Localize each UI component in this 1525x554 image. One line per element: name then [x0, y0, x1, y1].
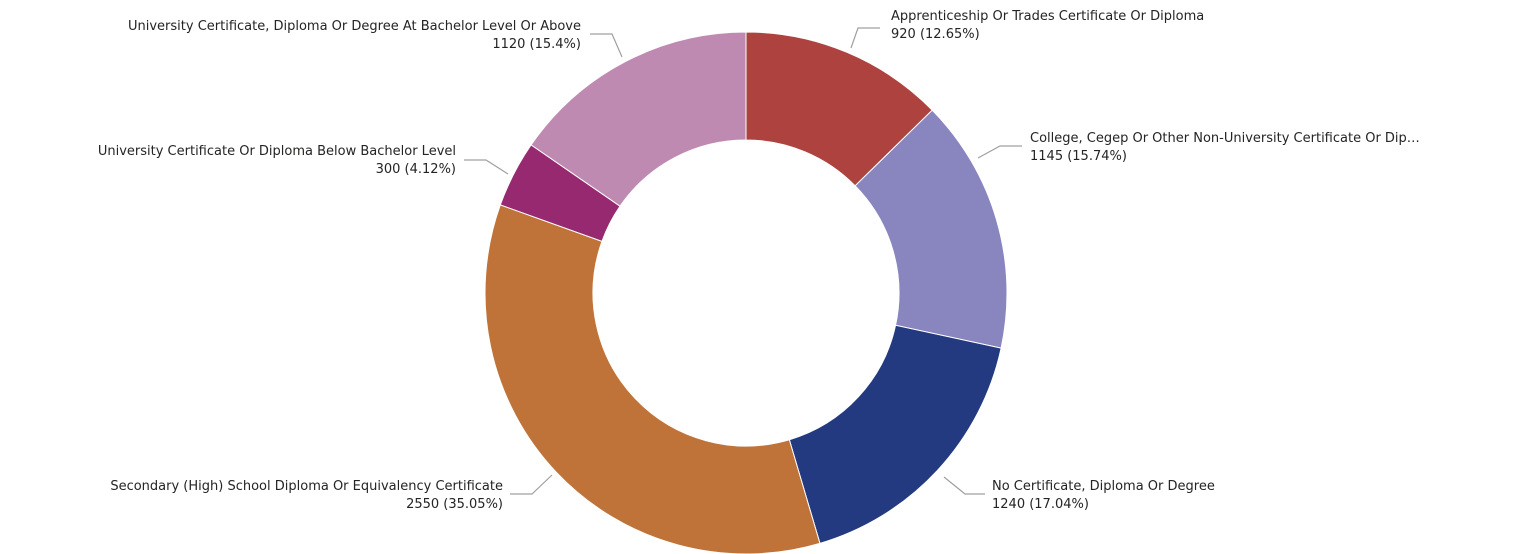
- slice-value-label-0: 920 (12.65%): [891, 27, 980, 42]
- slice-name-label-2: No Certificate, Diploma Or Degree: [992, 479, 1215, 494]
- leader-line-3: [510, 474, 553, 495]
- leader-line-0: [850, 27, 880, 49]
- leader-line-2: [943, 476, 985, 495]
- leader-line-5: [590, 33, 623, 58]
- leader-line-4: [464, 159, 509, 175]
- slice-name-label-0: Apprenticeship Or Trades Certificate Or …: [891, 9, 1204, 24]
- slice-name-label-4: University Certificate Or Diploma Below …: [98, 144, 456, 159]
- slice-value-label-1: 1145 (15.74%): [1030, 149, 1127, 164]
- slice-value-label-4: 300 (4.12%): [376, 162, 456, 177]
- donut-slice-1[interactable]: [854, 109, 1008, 349]
- slice-name-label-3: Secondary (High) School Diploma Or Equiv…: [110, 479, 503, 494]
- leader-line-1: [977, 145, 1022, 159]
- slice-name-label-5: University Certificate, Diploma Or Degre…: [128, 19, 581, 34]
- donut-slice-5[interactable]: [530, 31, 747, 207]
- slice-value-label-5: 1120 (15.4%): [492, 37, 581, 52]
- slice-labels: Apprenticeship Or Trades Certificate Or …: [98, 9, 1420, 512]
- slice-name-label-1: College, Cegep Or Other Non-University C…: [1030, 131, 1420, 146]
- slice-value-label-3: 2550 (35.05%): [406, 497, 503, 512]
- donut-slice-2[interactable]: [788, 324, 1002, 544]
- slice-value-label-2: 1240 (17.04%): [992, 497, 1089, 512]
- donut-slices: [484, 31, 1008, 554]
- donut-slice-3[interactable]: [484, 204, 821, 554]
- leader-lines: [464, 27, 1022, 495]
